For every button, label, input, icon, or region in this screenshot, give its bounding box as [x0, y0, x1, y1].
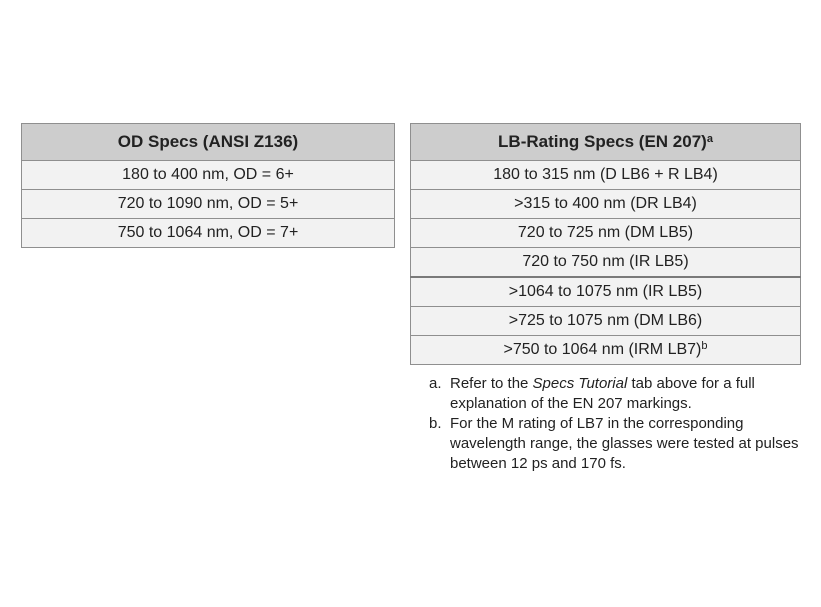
lb-rating-text: 180 to 315 nm (D LB6 + R LB4)	[493, 166, 718, 183]
od-spec-cell: 750 to 1064 nm, OD = 7+	[21, 218, 395, 248]
footnote-text-before: Refer to the	[450, 375, 533, 392]
footnote-ref-b: b	[701, 340, 708, 352]
footnote-ref-a: a	[706, 133, 713, 145]
lb-rating-cell: >750 to 1064 nm (IRM LB7)b	[410, 335, 801, 365]
table-header-row: OD Specs (ANSI Z136)	[21, 123, 395, 161]
lb-rating-cell: >315 to 400 nm (DR LB4)	[410, 189, 801, 219]
lb-rating-text: >1064 to 1075 nm (IR LB5)	[508, 283, 703, 300]
od-spec-cell: 720 to 1090 nm, OD = 5+	[21, 189, 395, 219]
lb-rating-specs-table: LB-Rating Specs (EN 207)a 180 to 315 nm …	[410, 123, 801, 365]
lb-rating-cell: 720 to 725 nm (DM LB5)	[410, 218, 801, 248]
lb-rating-text: >750 to 1064 nm (IRM LB7)	[503, 341, 702, 358]
footnote-text-after: tab above for a full explanation of the …	[450, 375, 755, 412]
lb-rating-header: LB-Rating Specs (EN 207)a	[410, 123, 801, 161]
lb-rating-cell: 720 to 750 nm (IR LB5)	[410, 247, 801, 278]
table-row: 720 to 1090 nm, OD = 5+	[21, 189, 395, 219]
lb-rating-text: 720 to 750 nm (IR LB5)	[522, 253, 689, 270]
table-header-row: LB-Rating Specs (EN 207)a	[410, 123, 801, 161]
od-specs-table: OD Specs (ANSI Z136) 180 to 400 nm, OD =…	[21, 123, 395, 248]
table-row: >1064 to 1075 nm (IR LB5)	[410, 276, 801, 307]
table-row: 720 to 750 nm (IR LB5)	[410, 247, 801, 278]
footnote-marker: b.	[429, 415, 442, 432]
lb-rating-text: >315 to 400 nm (DR LB4)	[514, 195, 697, 212]
lb-rating-text: 720 to 725 nm (DM LB5)	[517, 224, 694, 241]
table-row: >750 to 1064 nm (IRM LB7)b	[410, 335, 801, 365]
specs-tutorial-reference: Specs Tutorial	[532, 375, 628, 392]
footnote-marker: a.	[429, 375, 442, 392]
lb-rating-cell: >1064 to 1075 nm (IR LB5)	[410, 276, 801, 307]
footnotes: a. Refer to the Specs Tutorial tab above…	[429, 374, 809, 474]
table-row: 750 to 1064 nm, OD = 7+	[21, 218, 395, 248]
od-spec-cell: 180 to 400 nm, OD = 6+	[21, 160, 395, 190]
footnote-text: For the M rating of LB7 in the correspon…	[450, 415, 799, 472]
footnote-text: Refer to the Specs Tutorial tab above fo…	[450, 374, 809, 414]
lb-rating-cell: 180 to 315 nm (D LB6 + R LB4)	[410, 160, 801, 190]
table-row: 720 to 725 nm (DM LB5)	[410, 218, 801, 248]
od-specs-header: OD Specs (ANSI Z136)	[21, 123, 395, 161]
footnote-a: a. Refer to the Specs Tutorial tab above…	[429, 374, 809, 414]
table-row: >315 to 400 nm (DR LB4)	[410, 189, 801, 219]
table-row: >725 to 1075 nm (DM LB6)	[410, 306, 801, 336]
lb-rating-header-label: LB-Rating Specs (EN 207)	[498, 132, 707, 151]
table-row: 180 to 315 nm (D LB6 + R LB4)	[410, 160, 801, 190]
lb-rating-text: >725 to 1075 nm (DM LB6)	[508, 312, 703, 329]
footnote-b: b. For the M rating of LB7 in the corres…	[429, 414, 809, 474]
table-row: 180 to 400 nm, OD = 6+	[21, 160, 395, 190]
lb-rating-cell: >725 to 1075 nm (DM LB6)	[410, 306, 801, 336]
